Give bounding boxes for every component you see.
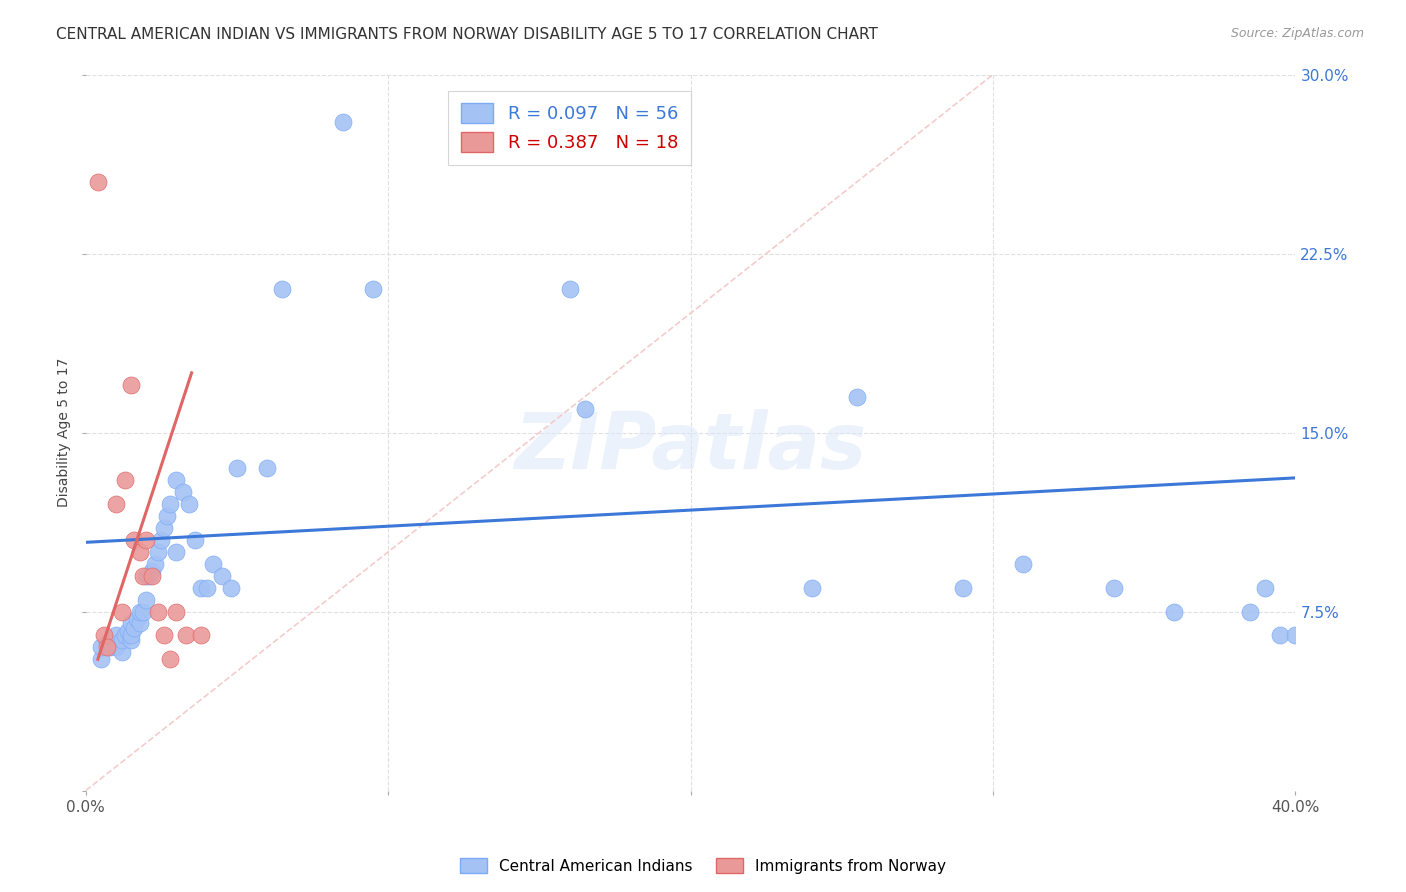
Point — [271, 282, 294, 296]
Point — [153, 628, 176, 642]
Text: Source: ZipAtlas.com: Source: ZipAtlas.com — [1230, 27, 1364, 40]
Point — [226, 461, 249, 475]
Point — [952, 581, 974, 595]
Point — [211, 568, 233, 582]
Point — [332, 115, 354, 129]
Point — [800, 581, 823, 595]
Point — [574, 401, 596, 416]
Point — [141, 564, 163, 578]
Point — [1239, 605, 1261, 619]
Point — [105, 497, 128, 511]
Point — [132, 568, 155, 582]
Point — [105, 628, 128, 642]
Point — [1012, 557, 1035, 571]
Point — [172, 485, 194, 500]
Point — [159, 497, 181, 511]
Point — [127, 612, 149, 626]
Point — [156, 509, 179, 524]
Point — [183, 533, 205, 547]
Point — [117, 624, 139, 638]
Point — [177, 497, 200, 511]
Point — [135, 533, 157, 547]
Point — [120, 633, 142, 648]
Text: ZIPatlas: ZIPatlas — [515, 409, 866, 485]
Point — [174, 628, 197, 642]
Point — [166, 545, 188, 559]
Point — [138, 568, 160, 582]
Point — [96, 635, 118, 649]
Point — [129, 545, 152, 559]
Point — [105, 640, 128, 655]
Point — [150, 533, 173, 547]
Point — [141, 568, 163, 582]
Y-axis label: Disability Age 5 to 17: Disability Age 5 to 17 — [58, 358, 72, 508]
Point — [148, 545, 170, 559]
Point — [1284, 628, 1306, 642]
Point — [1102, 581, 1125, 595]
Point — [111, 645, 134, 659]
Point — [129, 616, 152, 631]
Point — [105, 635, 128, 649]
Point — [129, 605, 152, 619]
Point — [558, 282, 581, 296]
Point — [166, 605, 188, 619]
Point — [135, 568, 157, 582]
Point — [1254, 581, 1277, 595]
Point — [256, 461, 278, 475]
Point — [190, 628, 212, 642]
Point — [93, 628, 115, 642]
Point — [122, 533, 145, 547]
Point — [114, 473, 136, 487]
Point — [361, 282, 384, 296]
Point — [120, 628, 142, 642]
Point — [98, 640, 121, 655]
Point — [845, 390, 868, 404]
Point — [148, 605, 170, 619]
Point — [122, 621, 145, 635]
Point — [111, 633, 134, 648]
Point — [1270, 628, 1292, 642]
Point — [143, 557, 166, 571]
Point — [114, 628, 136, 642]
Point — [90, 640, 112, 655]
Point — [195, 581, 218, 595]
Legend: Central American Indians, Immigrants from Norway: Central American Indians, Immigrants fro… — [454, 852, 952, 880]
Point — [120, 616, 142, 631]
Point — [201, 557, 224, 571]
Point — [166, 473, 188, 487]
Point — [87, 175, 110, 189]
Legend: R = 0.097   N = 56, R = 0.387   N = 18: R = 0.097 N = 56, R = 0.387 N = 18 — [449, 91, 690, 165]
Text: CENTRAL AMERICAN INDIAN VS IMMIGRANTS FROM NORWAY DISABILITY AGE 5 TO 17 CORRELA: CENTRAL AMERICAN INDIAN VS IMMIGRANTS FR… — [56, 27, 879, 42]
Point — [190, 581, 212, 595]
Point — [1163, 605, 1185, 619]
Point — [159, 652, 181, 666]
Point — [153, 521, 176, 535]
Point — [135, 592, 157, 607]
Point — [219, 581, 242, 595]
Point — [96, 640, 118, 655]
Point — [90, 652, 112, 666]
Point — [132, 605, 155, 619]
Point — [111, 605, 134, 619]
Point — [120, 377, 142, 392]
